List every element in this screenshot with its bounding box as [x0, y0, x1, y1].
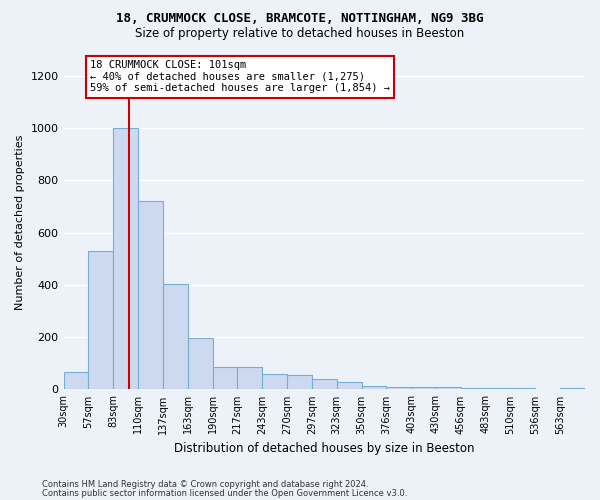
Bar	[138, 202, 163, 390]
Bar	[362, 386, 386, 390]
Text: 18, CRUMMOCK CLOSE, BRAMCOTE, NOTTINGHAM, NG9 3BG: 18, CRUMMOCK CLOSE, BRAMCOTE, NOTTINGHAM…	[116, 12, 484, 26]
Bar	[238, 367, 262, 390]
Bar	[64, 372, 88, 390]
X-axis label: Distribution of detached houses by size in Beeston: Distribution of detached houses by size …	[174, 442, 475, 455]
Bar	[88, 251, 113, 390]
Bar	[163, 284, 188, 390]
Bar	[188, 338, 212, 390]
Bar	[436, 387, 461, 390]
Bar	[560, 388, 585, 390]
Bar	[262, 374, 287, 390]
Text: Contains HM Land Registry data © Crown copyright and database right 2024.: Contains HM Land Registry data © Crown c…	[42, 480, 368, 489]
Bar	[287, 375, 312, 390]
Bar	[113, 128, 138, 390]
Bar	[485, 388, 511, 390]
Text: 18 CRUMMOCK CLOSE: 101sqm
← 40% of detached houses are smaller (1,275)
59% of se: 18 CRUMMOCK CLOSE: 101sqm ← 40% of detac…	[90, 60, 390, 94]
Text: Contains public sector information licensed under the Open Government Licence v3: Contains public sector information licen…	[42, 488, 407, 498]
Bar	[461, 388, 485, 390]
Bar	[411, 387, 436, 390]
Bar	[212, 367, 238, 390]
Bar	[337, 382, 362, 390]
Bar	[511, 388, 535, 390]
Bar	[312, 379, 337, 390]
Bar	[386, 387, 411, 390]
Y-axis label: Number of detached properties: Number of detached properties	[15, 134, 25, 310]
Text: Size of property relative to detached houses in Beeston: Size of property relative to detached ho…	[136, 28, 464, 40]
